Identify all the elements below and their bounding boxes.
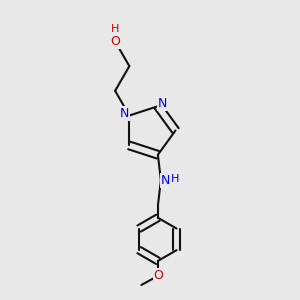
- Text: O: O: [110, 35, 120, 48]
- Text: N: N: [120, 106, 129, 120]
- Text: O: O: [154, 269, 164, 283]
- Text: H: H: [171, 174, 179, 184]
- Text: N: N: [158, 97, 167, 110]
- Text: H: H: [111, 25, 119, 34]
- Text: N: N: [161, 174, 170, 187]
